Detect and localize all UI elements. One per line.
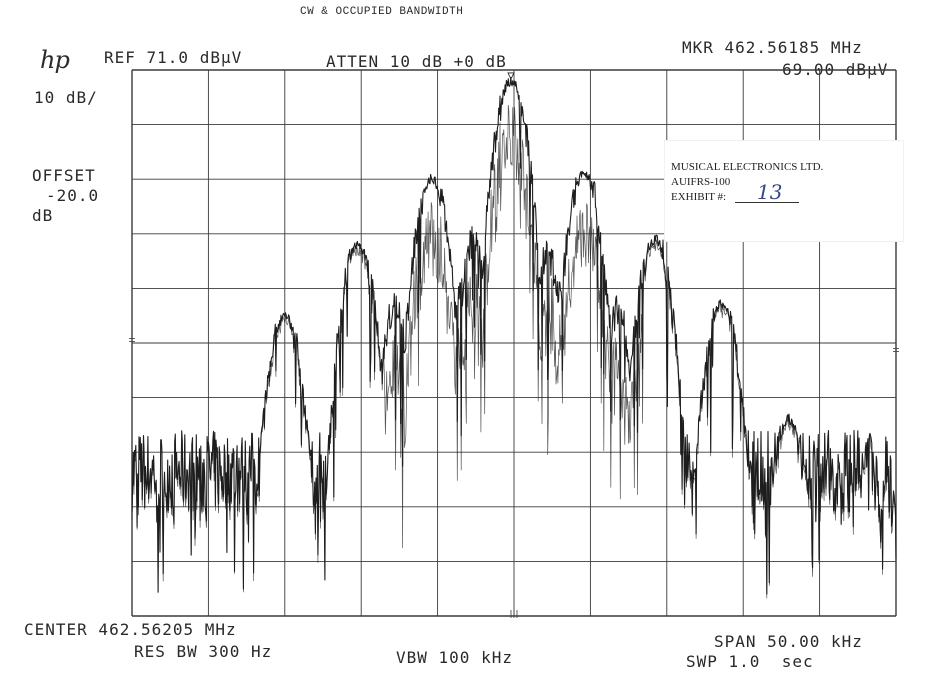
- spectral-peak: [510, 80, 512, 82]
- spectrum-traces: [131, 72, 897, 599]
- spectral-peak: [430, 178, 433, 180]
- reference-level: REF 71.0 dBµV: [104, 48, 243, 67]
- spectral-peak: [721, 304, 723, 306]
- offset-label: OFFSET: [32, 166, 96, 185]
- exhibit-stamp: MUSICAL ELECTRONICS LTD. AUIFRS-100 EXHI…: [664, 140, 904, 242]
- plot-grid: [129, 69, 899, 618]
- spectral-peak: [788, 418, 790, 421]
- stamp-exhibit-number: 13: [757, 180, 783, 204]
- spectral-peak: [583, 173, 585, 175]
- spectral-peak: [357, 244, 359, 246]
- offset-unit: dB: [32, 206, 54, 225]
- offset-value: -20.0: [46, 186, 100, 205]
- stamp-exhibit-label: EXHIBIT #:: [671, 191, 727, 203]
- stamp-underline: [735, 202, 799, 203]
- spectral-peak: [653, 238, 656, 240]
- marker-frequency: MKR 462.56185 MHz: [682, 38, 863, 57]
- marker-glyph: [507, 72, 515, 80]
- attenuation: ATTEN 10 dB +0 dB: [326, 52, 507, 71]
- scale-per-division: 10 dB/: [34, 88, 98, 107]
- hp-logo: hp: [40, 46, 70, 74]
- spectral-peak: [284, 315, 286, 317]
- chart-title: CW & OCCUPIED BANDWIDTH: [300, 6, 464, 18]
- spectrum-trace-live: [131, 104, 897, 599]
- sweep-time: SWP 1.0 sec: [686, 652, 814, 671]
- span: SPAN 50.00 kHz: [714, 632, 863, 651]
- resolution-bandwidth: RES BW 300 Hz: [134, 642, 273, 661]
- center-frequency: CENTER 462.56205 MHz: [24, 620, 237, 639]
- stamp-model: AUIFRS-100: [671, 176, 731, 188]
- video-bandwidth: VBW 100 kHz: [396, 648, 513, 667]
- stamp-company: MUSICAL ELECTRONICS LTD.: [671, 161, 824, 173]
